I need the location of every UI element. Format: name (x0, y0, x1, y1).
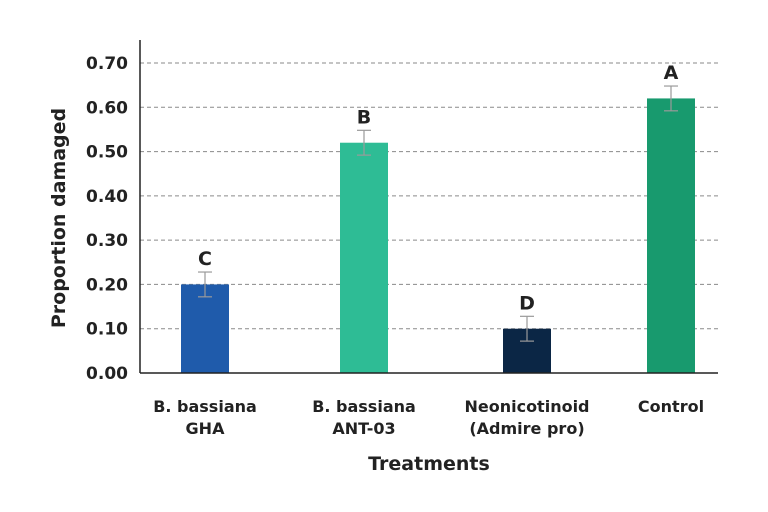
x-category-label: B. bassiana (153, 397, 257, 416)
x-category-label: B. bassiana (312, 397, 416, 416)
x-category-label: (Admire pro) (469, 419, 584, 438)
y-tick-label: 0.10 (86, 320, 128, 340)
error-bar (520, 315, 534, 342)
y-axis-ticks: 0.00 0.10 0.20 0.30 0.40 0.50 0.60 0.70 (86, 54, 128, 384)
x-category-label: Neonicotinoid (464, 397, 589, 416)
significance-letter: B (357, 106, 371, 128)
y-tick-label: 0.70 (86, 54, 128, 74)
x-category-label: Control (638, 397, 704, 416)
y-axis-title: Proportion damaged (48, 108, 70, 328)
y-tick-label: 0.50 (86, 143, 128, 163)
x-category-label: GHA (186, 419, 226, 438)
y-tick-label: 0.30 (86, 231, 128, 251)
x-category-label: ANT-03 (332, 419, 395, 438)
grid-lines (140, 62, 718, 330)
significance-letters: C B D A (198, 62, 679, 314)
bars (181, 98, 695, 373)
x-axis-title: Treatments (368, 453, 490, 475)
y-tick-label: 0.60 (86, 98, 128, 118)
error-bars (198, 85, 678, 342)
significance-letter: D (519, 292, 535, 314)
significance-letter: A (664, 62, 679, 84)
y-tick-label: 0.00 (86, 364, 128, 384)
y-tick-label: 0.20 (86, 275, 128, 295)
bar (181, 284, 229, 373)
x-axis-categories: B. bassiana GHA B. bassiana ANT-03 Neonicoti… (153, 397, 704, 438)
error-bar (664, 85, 678, 112)
error-bar (357, 129, 371, 156)
y-tick-label: 0.40 (86, 187, 128, 207)
error-bar (198, 271, 212, 298)
significance-letter: C (198, 248, 212, 270)
bar (647, 98, 695, 373)
bar (340, 142, 388, 373)
